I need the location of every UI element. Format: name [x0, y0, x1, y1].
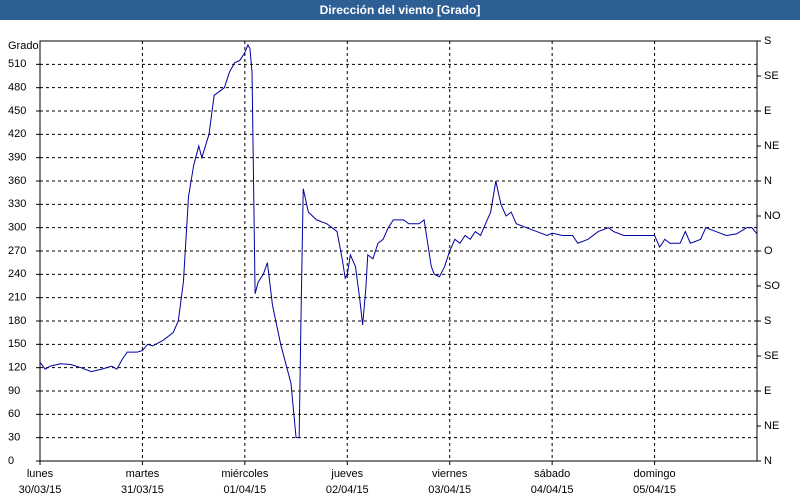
y-tick-label: 270 [8, 245, 26, 257]
y-tick-label: 300 [8, 222, 26, 234]
y-tick-label: 510 [8, 58, 26, 70]
x-tick-date: 01/04/15 [223, 484, 266, 496]
y2-tick-label: O [764, 245, 773, 257]
y-tick-label: 210 [8, 292, 26, 304]
y2-tick-label: NE [764, 140, 779, 152]
y2-tick-label: E [764, 385, 771, 397]
y2-tick-label: E [764, 105, 771, 117]
chart-title: Dirección del viento [Grado] [0, 0, 800, 20]
x-tick-date: 30/03/15 [19, 484, 62, 496]
y-tick-label: 180 [8, 315, 26, 327]
y2-tick-label: S [764, 35, 771, 47]
plot-border [39, 40, 758, 462]
y2-tick-label: N [764, 175, 772, 187]
x-tick-label: viernes [432, 468, 468, 480]
x-tick-date: 05/04/15 [633, 484, 676, 496]
x-tick-date: 31/03/15 [121, 484, 164, 496]
x-tick-label: miércoles [221, 468, 269, 480]
x-tick-label: sábado [534, 468, 570, 480]
y2-tick-label: N [764, 455, 772, 467]
x-tick-date: 03/04/15 [428, 484, 471, 496]
y-tick-label: 60 [8, 408, 20, 420]
x-tick-label: jueves [330, 468, 363, 480]
x-tick-date: 02/04/15 [326, 484, 369, 496]
y2-tick-label: NE [764, 420, 779, 432]
y-tick-label: 90 [8, 385, 20, 397]
y-tick-label: 0 [8, 455, 14, 467]
y-tick-label: 390 [8, 152, 26, 164]
y-tick-label: 450 [8, 105, 26, 117]
y-tick-label: 330 [8, 198, 26, 210]
y-tick-label: 240 [8, 268, 26, 280]
x-tick-label: lunes [27, 468, 54, 480]
y-tick-label: 120 [8, 362, 26, 374]
y-axis-title: Grado [8, 40, 39, 52]
plot-area [40, 41, 757, 461]
y2-tick-label: SO [764, 280, 780, 292]
y-tick-label: 360 [8, 175, 26, 187]
x-tick-label: martes [126, 468, 160, 480]
y-tick-label: 150 [8, 338, 26, 350]
y2-tick-label: SE [764, 70, 779, 82]
y-tick-label: 480 [8, 82, 26, 94]
y2-tick-label: S [764, 315, 771, 327]
data-line [39, 43, 758, 439]
y-tick-label: 30 [8, 432, 20, 444]
x-tick-date: 04/04/15 [531, 484, 574, 496]
y-tick-label: 420 [8, 128, 26, 140]
y2-tick-label: SE [764, 350, 779, 362]
x-tick-label: domingo [633, 468, 675, 480]
y2-tick-label: NO [764, 210, 781, 222]
